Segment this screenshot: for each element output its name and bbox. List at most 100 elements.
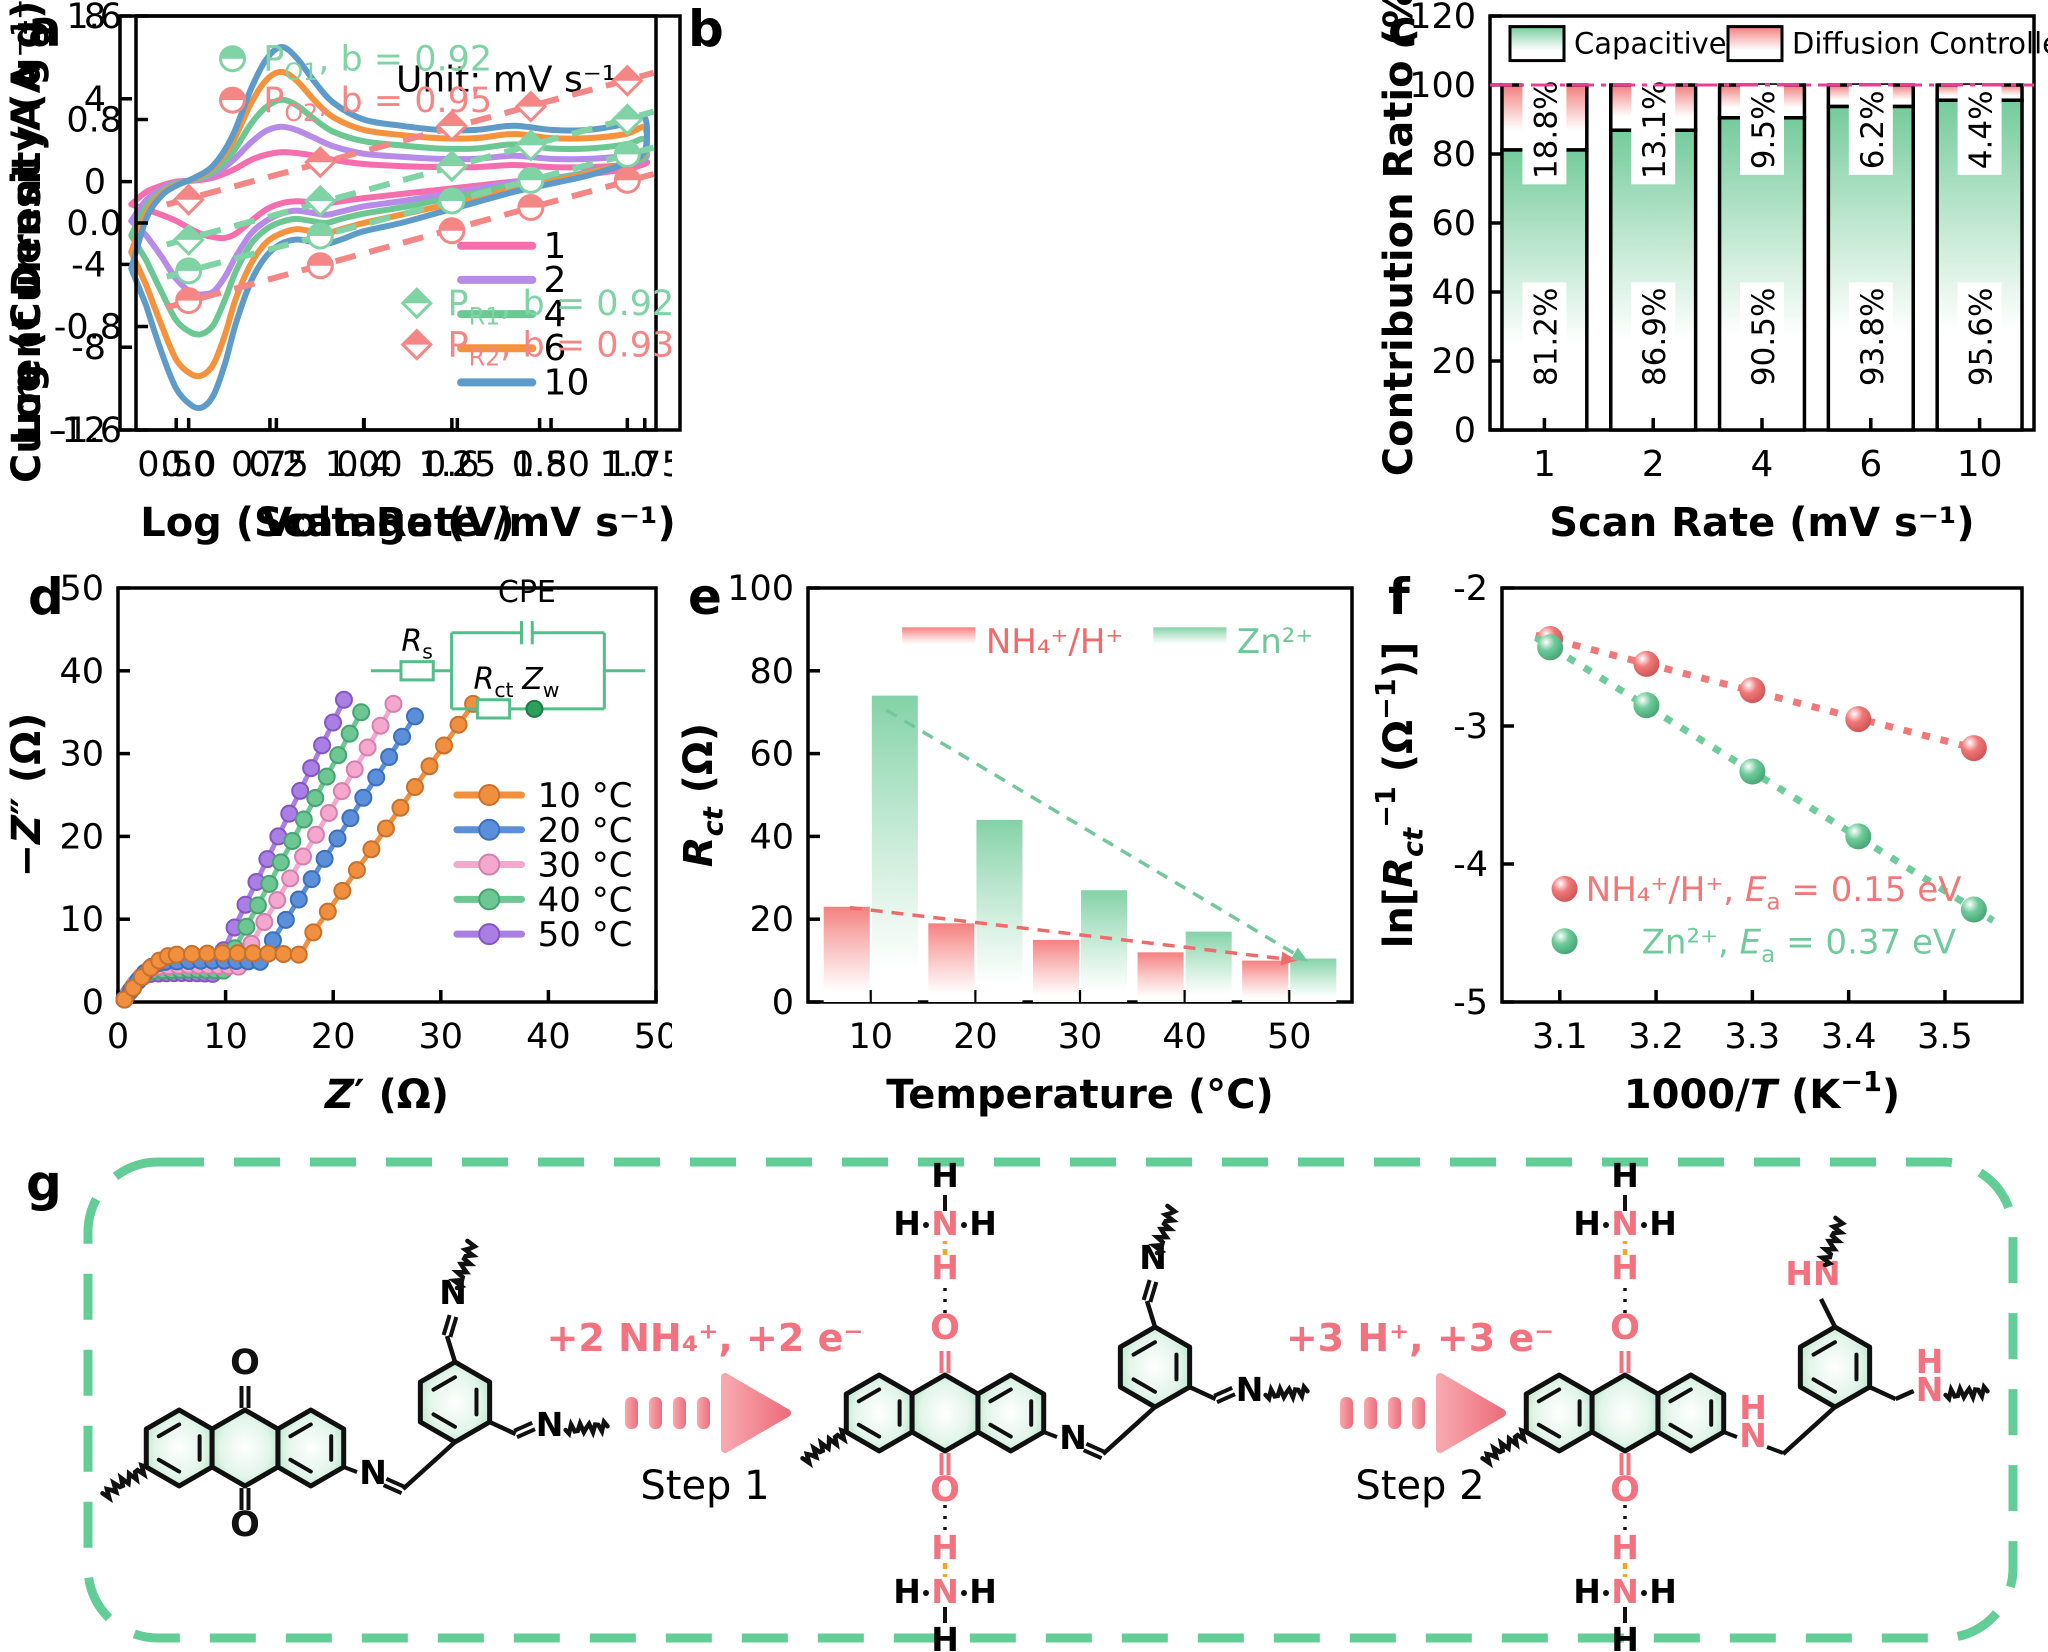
x-tick-label: 6: [1859, 444, 1882, 485]
panel-c-contribution-chart: 0 20 40 60 80 100 120 Scan Rate (mV s⁻¹) Contrib…: [1372, 0, 2048, 566]
bar-nh4-30: [1032, 939, 1079, 1002]
y-tick-label: -3: [1453, 707, 1488, 747]
legend-zn: Zn²⁺: [1237, 622, 1313, 662]
x-tick-label: 2: [1642, 444, 1665, 485]
legend-capacitive: Capacitive: [1574, 27, 1727, 61]
x-tick-label: 10: [848, 1017, 893, 1057]
y-tick-label: 40: [1431, 273, 1476, 313]
svg-text:H: H: [1611, 1156, 1639, 1195]
legend-50 °C: 50 °C: [538, 915, 633, 955]
legend-diffusion: Diffusion Controlled: [1792, 27, 2048, 61]
x-tick-label: 0.6: [424, 445, 480, 485]
svg-text:N: N: [1059, 1418, 1087, 1457]
y-tick-label: 10: [59, 900, 104, 940]
x-tick-label: 0.8: [512, 445, 568, 485]
svg-text:H: H: [893, 1204, 921, 1243]
legend: 10 °C20 °C30 °C40 °C50 °C: [453, 776, 633, 955]
x-tick-label: 0: [107, 1017, 129, 1057]
svg-text:H: H: [1611, 1620, 1639, 1652]
y-tick-label: -2: [1453, 569, 1488, 609]
y-tick-label: 0: [84, 163, 106, 203]
axes: 0.50 0.75 1.00 1.25 1.50 1.75 -12 -8 -4 0 4 8 Voltag…: [4, 0, 684, 546]
y-tick-label: -4: [71, 245, 106, 285]
svg-text:H: H: [969, 1572, 997, 1611]
y-tick-label: 60: [1431, 204, 1476, 244]
axes: 0.0 0.2 0.4 0.6 0.8 1.0 -1.6 -0.8 0.0 0.8 1.6 Log (…: [4, 0, 682, 546]
svg-text:O: O: [930, 1308, 960, 1348]
svg-text:6.2%: 6.2%: [1855, 90, 1891, 169]
y-tick-label: -4: [1453, 845, 1488, 885]
panel-label-a: a: [28, 0, 62, 58]
x-axis-title: Scan Rate (mV s⁻¹): [1549, 500, 1974, 546]
x-tick-label: 1.75: [606, 445, 672, 485]
y-axis-title: ln[Rct−1 (Ω−1)]: [1372, 642, 1429, 949]
series-PR2: [165, 64, 655, 216]
svg-text:H: H: [1649, 1204, 1677, 1243]
panel-f-svg: 3.1 3.2 3.3 3.4 3.5 -5 -4 -3 -2 1000/T (K−1) ln[Rc…: [1371, 569, 2024, 1118]
x-tick-label: 0.2: [249, 445, 305, 485]
percent-label: 93.8%: [1848, 282, 1893, 392]
bar-nh4-50: [1242, 960, 1289, 1002]
x-tick-label: 3.1: [1532, 1017, 1588, 1057]
stacked-bars: 1 18.8% 81.2% 2 13.1% 86.9% 4 9.5% 90.5% 6 6.2% 93.…: [1500, 75, 2024, 485]
x-tick-label: 40: [526, 1017, 571, 1057]
svg-text:N: N: [359, 1453, 387, 1492]
x-axis-title: 1000/T (K−1): [1624, 1067, 1900, 1118]
series-PO2: [165, 166, 655, 315]
percent-label: 95.6%: [1957, 282, 2002, 392]
x-tick-label: 0.75: [231, 445, 309, 485]
series-PR1: [165, 103, 655, 256]
svg-text:H: H: [1573, 1572, 1601, 1611]
svg-text:O: O: [230, 1343, 260, 1383]
percent-label: 9.5%: [1740, 84, 1784, 175]
axes: 0 10 20 30 40 50 0 10 20 30 40 50 Z′ (Ω) −Z″ (Ω): [4, 569, 678, 1118]
legend: NH₄⁺/H⁺, Ea = 0.15 eV Zn²⁺, Ea = 0.37 eV: [1551, 870, 1961, 968]
bar-zn-10: [871, 695, 918, 1002]
label-zw: Zw: [521, 662, 559, 702]
y-tick-label: 80: [749, 652, 794, 692]
svg-text:H: H: [893, 1572, 921, 1611]
y-tick-label: 50: [59, 569, 104, 609]
svg-text:H: H: [931, 1528, 959, 1567]
axes: 10 20 30 40 50 0 20 40 60 80 100 Temperature (°C) Rc…: [676, 569, 1354, 1118]
svg-text:N: N: [931, 1572, 959, 1611]
y-tick-label: 8: [84, 0, 106, 37]
nyquist-10 °C: [115, 694, 483, 1009]
x-tick-label: 3.3: [1725, 1017, 1781, 1057]
legend-PR1: PR1, b = 0.92: [447, 284, 674, 330]
svg-text:18.8%: 18.8%: [1528, 81, 1564, 179]
svg-text:H: H: [931, 1620, 959, 1652]
svg-text:H: H: [931, 1156, 959, 1195]
x-tick-label: 3.2: [1628, 1017, 1684, 1057]
axes: 3.1 3.2 3.3 3.4 3.5 -5 -4 -3 -2 1000/T (K−1) ln[Rc…: [1371, 569, 2024, 1118]
x-tick-label: 0.4: [336, 445, 392, 485]
arrow-step1: +2 NH₄⁺, +2 e⁻ Step 1: [547, 1316, 864, 1509]
scheme-border: [83, 1157, 2018, 1643]
percent-label: 13.1%: [1631, 75, 1676, 185]
reaction-label: +3 H⁺, +3 e⁻: [1286, 1316, 1554, 1360]
bar-zn-20: [976, 819, 1023, 1002]
y-axis-title: Current Density (A g⁻¹): [4, 0, 50, 483]
svg-text:H: H: [1649, 1572, 1677, 1611]
legend-PR2: PR2, b = 0.93: [447, 326, 674, 372]
svg-text:90.5%: 90.5%: [1746, 288, 1782, 386]
x-tick-label: 0.0: [161, 445, 217, 485]
legend-nh4: NH₄⁺/H⁺: [986, 622, 1124, 662]
svg-text:N: N: [1611, 1572, 1639, 1611]
bar-zn-50: [1290, 958, 1337, 1002]
y-axis-title: Rct (Ω): [676, 723, 729, 867]
y-tick-label: 0: [772, 983, 794, 1023]
y-tick-label: 40: [59, 652, 104, 692]
arrhenius-series-1: [1533, 634, 1995, 924]
x-tick-label: 30: [1058, 1017, 1103, 1057]
cv-curve-1: [128, 149, 651, 242]
legend-label-4: 4: [544, 294, 567, 335]
y-tick-label: 40: [749, 817, 794, 857]
y-tick-label: -12: [49, 411, 106, 451]
svg-text:81.2%: 81.2%: [1528, 288, 1564, 386]
x-tick-label: 20: [311, 1017, 356, 1057]
